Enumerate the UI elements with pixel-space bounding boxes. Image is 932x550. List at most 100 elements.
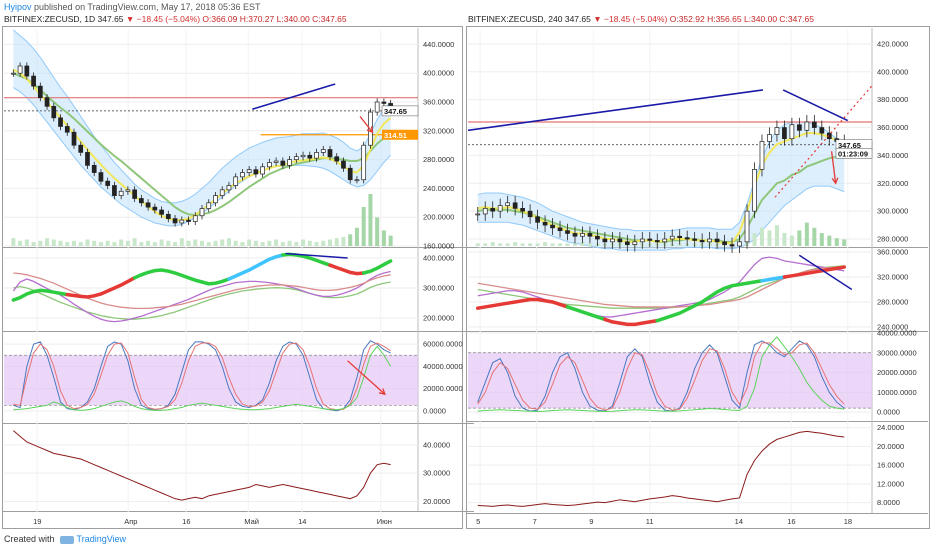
volume-bar <box>247 239 252 246</box>
candle-body <box>752 169 757 212</box>
y-tick-label: 10000.0000 <box>877 388 917 397</box>
y-tick-label: 24.0000 <box>877 423 904 432</box>
y-tick-label: 240.0000 <box>877 322 908 331</box>
volume-bar <box>381 230 386 246</box>
volume-bar <box>105 240 110 246</box>
candle-body <box>172 218 178 224</box>
candle-body <box>744 210 750 243</box>
candle-body <box>132 189 137 199</box>
volume-bar <box>18 240 23 246</box>
candle-body <box>610 238 615 243</box>
candle-body <box>669 235 675 240</box>
candle-body <box>159 209 164 215</box>
volume-bar <box>159 239 164 246</box>
volume-bar <box>58 240 63 246</box>
x-tick-label: 14 <box>298 517 306 526</box>
volume-bar <box>550 243 555 246</box>
volume-bar <box>233 240 238 246</box>
stoch-line <box>13 345 392 411</box>
y-tick-label: 360.0000 <box>877 248 908 257</box>
oscillator-line <box>477 256 845 318</box>
volume-bar <box>78 242 83 246</box>
candle-body <box>179 219 185 224</box>
candle-body <box>595 235 600 240</box>
candle-body <box>684 237 690 240</box>
y-tick-label: 320.0000 <box>877 273 908 282</box>
annotation-arrow-head <box>378 388 386 396</box>
volume-bar <box>240 242 245 246</box>
candle-body <box>280 160 286 166</box>
trend-line <box>782 89 849 122</box>
candle-body <box>512 202 518 209</box>
volume-bar <box>677 243 682 246</box>
volume-bar <box>368 194 373 246</box>
low-value: L:340.00 <box>276 14 310 24</box>
rainbow-segment <box>603 317 660 327</box>
y-tick-label: 440.0000 <box>423 40 454 49</box>
candle-body <box>98 172 104 182</box>
candle-body <box>31 75 36 87</box>
candle-body <box>699 240 705 243</box>
x-tick-label: 14 <box>735 517 743 526</box>
volume-bar <box>186 240 191 246</box>
rainbow-segment <box>760 275 787 283</box>
candle-body <box>647 238 653 241</box>
down-arrow-icon: ▼ <box>593 14 602 24</box>
candle-body <box>580 233 585 237</box>
candle-body <box>572 233 578 237</box>
annotation-arrow-head <box>366 126 374 134</box>
x-tick-label: 7 <box>533 517 537 526</box>
candle-body <box>206 202 212 209</box>
volume-bar <box>535 243 540 246</box>
price-cloud <box>13 30 391 226</box>
volume-bar <box>193 239 198 246</box>
volume-bar <box>328 239 332 246</box>
author-link[interactable]: Hyipov <box>4 2 32 12</box>
high-value: H:370.27 <box>239 14 275 24</box>
y-tick-label: 360.0000 <box>423 98 454 107</box>
candle-body <box>797 124 802 131</box>
y-tick-label: 320.0000 <box>423 126 454 135</box>
candle-body <box>624 241 630 245</box>
candle-body <box>632 241 638 245</box>
close-value: C:347.65 <box>312 14 347 24</box>
volume-bar <box>483 243 488 246</box>
volume-bar <box>812 227 817 246</box>
candle-body <box>542 221 548 226</box>
y-tick-label: 300.0000 <box>423 284 454 293</box>
open-value: O:352.92 <box>669 14 705 24</box>
volume-bar <box>280 242 285 246</box>
candle-body <box>51 105 57 119</box>
volume-bar <box>834 238 839 246</box>
volume-bar <box>752 233 757 246</box>
rainbow-segment <box>227 253 285 281</box>
x-tick-label: 9 <box>589 517 593 526</box>
volume-bar <box>146 240 151 246</box>
y-tick-label: 20000.0000 <box>877 368 917 377</box>
volume-bar <box>132 238 137 246</box>
candle-body <box>490 208 496 212</box>
volume-bar <box>301 239 306 246</box>
x-tick-label: 11 <box>646 517 654 526</box>
candle-body <box>314 152 319 159</box>
volume-bar <box>334 238 339 246</box>
volume-bar <box>253 240 258 246</box>
candle-body <box>334 156 340 162</box>
oscillator-trend-line <box>285 252 348 259</box>
candle-body <box>44 97 50 107</box>
tradingview-brand[interactable]: TradingView <box>76 534 127 544</box>
y-tick-label: 30000.0000 <box>877 348 917 357</box>
volume-bar <box>767 230 772 246</box>
candle-body <box>354 179 360 182</box>
publish-header: Hyipov published on TradingView.com, May… <box>4 2 261 12</box>
y-tick-label: 200.0000 <box>423 213 454 222</box>
candle-body <box>722 241 727 245</box>
volume-bar <box>759 227 764 246</box>
last-price: 347.65 <box>97 14 124 24</box>
candle-body <box>505 202 511 206</box>
volume-bar <box>375 217 380 246</box>
y-tick-label: 400.0000 <box>423 69 454 78</box>
candle-body <box>118 190 124 196</box>
volume-bar <box>38 240 43 246</box>
candle-body <box>550 224 555 229</box>
